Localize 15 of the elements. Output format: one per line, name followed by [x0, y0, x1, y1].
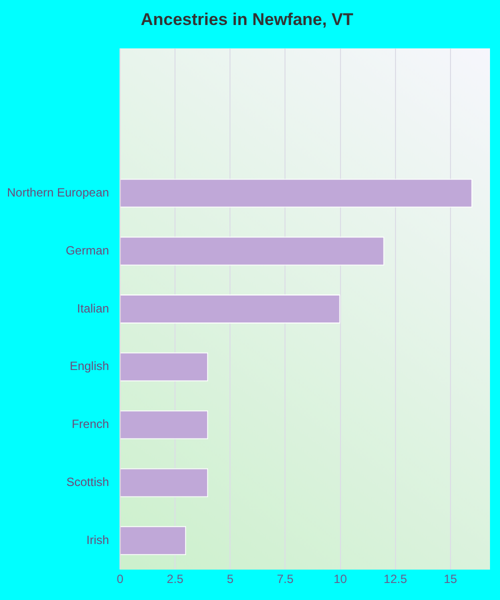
- x-tick-label: 10: [334, 572, 348, 586]
- x-tick-label: 2.5: [166, 572, 184, 586]
- y-tick-label: Northern European: [6, 185, 110, 200]
- x-tick-label: 12.5: [384, 572, 408, 586]
- y-tick-label: French: [72, 417, 110, 432]
- y-tick-label: German: [66, 243, 110, 258]
- y-tick-label: Irish: [86, 532, 110, 547]
- x-tick-label: 15: [444, 572, 458, 586]
- chart-title: Ancestries in Newfane, VT: [140, 10, 354, 29]
- x-tick-label: 0: [116, 572, 124, 586]
- y-tick-label: Scottish: [66, 475, 110, 490]
- x-tick-label: 7.5: [276, 572, 294, 586]
- x-tick-label: 5: [226, 572, 234, 586]
- y-tick-label: Italian: [77, 301, 110, 316]
- y-tick-label: English: [70, 359, 110, 374]
